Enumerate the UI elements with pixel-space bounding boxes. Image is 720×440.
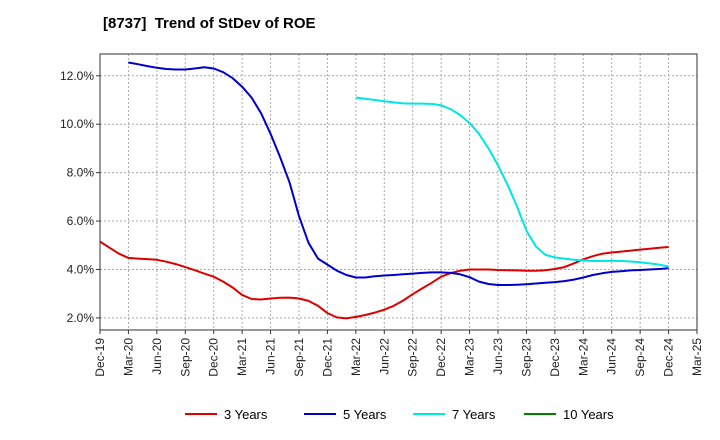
- legend-label-3: 10 Years: [563, 407, 614, 422]
- grid-layer: [99, 54, 698, 330]
- legend-label-1: 5 Years: [343, 407, 387, 422]
- x-tick-label: Mar-21: [235, 338, 249, 376]
- x-tick-label: Jun-20: [150, 338, 164, 375]
- x-tick-label: Mar-23: [463, 338, 477, 376]
- axis-layer: 2.0% 4.0% 6.0% 8.0% 10.0% 12.0% Dec-19 Mar-20 Ju…: [60, 69, 704, 377]
- x-tick-label: Sep-20: [178, 338, 192, 377]
- x-tick-label: Dec-23: [548, 338, 562, 377]
- x-tick-label: Mar-22: [349, 338, 363, 376]
- chart-title: [8737] Trend of StDev of ROE: [103, 15, 316, 32]
- x-tick-label: Dec-24: [662, 338, 676, 377]
- x-tick-label: Dec-21: [320, 338, 334, 377]
- y-tick-label: 10.0%: [60, 117, 94, 131]
- x-tick-label: Dec-20: [207, 338, 221, 377]
- x-tick-label: Sep-23: [519, 338, 533, 377]
- series-line-1: [128, 61, 669, 286]
- x-tick-label: Jun-22: [377, 338, 391, 375]
- y-tick-label: 12.0%: [60, 69, 94, 83]
- y-tick-label: 6.0%: [67, 214, 95, 228]
- x-tick-label: Jun-23: [491, 338, 505, 375]
- series-line-2: [355, 96, 669, 268]
- x-tick-label: Jun-21: [264, 338, 278, 375]
- legend-label-2: 7 Years: [452, 407, 496, 422]
- series-line-0: [99, 240, 669, 320]
- y-tick-label: 8.0%: [67, 166, 95, 180]
- plot-frame: [99, 53, 698, 331]
- legend-label-0: 3 Years: [224, 407, 268, 422]
- x-tick-label: Sep-21: [292, 338, 306, 377]
- y-tick-label: 2.0%: [67, 311, 95, 325]
- x-tick-label: Sep-24: [633, 338, 647, 377]
- legend: 3 Years 5 Years 7 Years 10 Years: [185, 407, 614, 422]
- x-tick-label: Mar-24: [576, 338, 590, 376]
- y-tick-label: 4.0%: [67, 262, 95, 276]
- x-tick-label: Jun-24: [605, 338, 619, 375]
- x-tick-label: Mar-20: [121, 338, 135, 376]
- series-layer: [99, 61, 669, 320]
- x-tick-label: Sep-22: [406, 338, 420, 377]
- x-tick-label: Dec-19: [93, 338, 107, 377]
- x-tick-label: Mar-25: [690, 338, 704, 376]
- x-tick-label: Dec-22: [434, 338, 448, 377]
